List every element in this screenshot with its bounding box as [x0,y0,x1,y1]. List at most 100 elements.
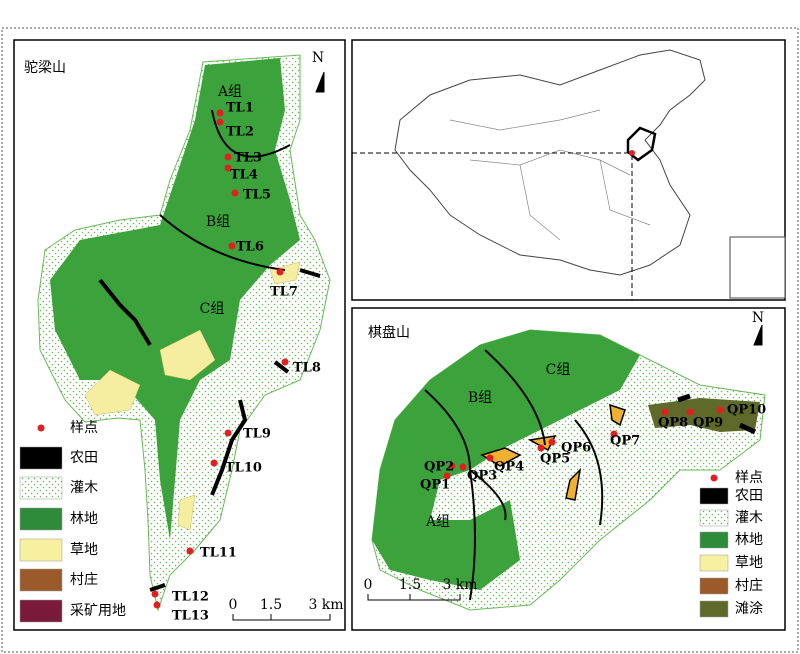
site-label: TL1 [226,101,254,116]
study-site [629,150,635,156]
legend-swatch [699,577,729,595]
site-dot [459,463,467,471]
site-dot [716,406,724,414]
legend-swatch [699,554,729,572]
forest-area [372,330,640,590]
scale-bar [367,594,461,601]
legend-swatch [19,599,63,623]
site-label: QP9 [693,416,723,431]
site-dot [661,408,669,416]
zone-boundary [424,389,507,521]
hebei-outline [626,126,657,162]
map-title: 棋盘山 [368,324,410,341]
legend-swatch [19,568,63,592]
north-label: N [312,50,324,66]
site-dot [448,462,456,470]
legend-label: 滩涂 [735,601,763,617]
site-dot [548,438,556,446]
scale-label: 3 km [308,597,343,613]
legend-label: 林地 [735,532,763,548]
scale-label: 0 [364,577,373,593]
outer-border [1,27,799,653]
site-label: TL4 [230,168,258,183]
scale-bar [232,614,331,621]
scale-label: 3 km [442,577,477,593]
legend-label: 草地 [70,542,98,558]
china-panel [351,39,786,301]
site-dot [281,358,289,366]
legend-label: 村庄 [735,577,763,594]
left-panel: 驼梁山 N A组 B组 C组 TL1 TL2 TL3 TL4 TL5 TL6 TL7 TL8 TL9 T… [13,39,346,631]
site-label: QP1 [420,478,450,493]
legend-swatch [19,538,63,562]
legend-swatch [19,507,63,531]
grass-area [84,261,301,531]
legend-swatch [699,600,729,618]
zone-boundary [211,109,291,158]
site-label: QP3 [467,469,497,484]
site-label: QP8 [658,416,688,431]
site-label: TL6 [236,240,264,255]
site-label: TL3 [234,151,262,166]
site-dot [276,268,284,276]
site-dot [210,459,218,467]
zone-boundary [469,469,476,601]
zone-boundary [574,419,604,526]
north-arrow [753,324,763,346]
legend-label: 草地 [735,555,763,571]
legend-label: 林地 [70,511,98,527]
site-dot [231,189,239,197]
site-label: TL2 [226,125,254,140]
zone-label: C组 [546,362,571,378]
legend-swatch [699,509,729,527]
site-dot [153,601,161,609]
farmland [98,268,321,592]
site-label: QP2 [424,460,454,475]
legend-label: 灌木 [735,510,763,526]
site-label: TL12 [172,590,209,605]
site-dot [610,430,618,438]
legend-label: 农田 [70,450,98,466]
site-label: QP7 [610,434,640,449]
site-dot [216,109,224,117]
site-dot [443,472,451,480]
site-label: TL10 [225,461,262,476]
legend-label: 样点 [735,470,763,486]
zone-label: A组 [425,514,450,530]
legend-swatch [699,487,729,505]
farmland [677,393,757,435]
zone-label: B组 [206,214,230,230]
north-label: N [752,310,764,326]
site-dot [186,547,194,555]
scale-label: 0 [229,597,238,613]
north-arrow [315,71,325,93]
legend-label: 农田 [735,488,763,504]
province-lines [449,109,651,241]
scale-label: 1.5 [260,597,282,613]
site-label: QP4 [494,460,524,475]
site-dot [486,454,494,462]
site-dot [151,590,159,598]
site-dot [224,153,232,161]
legend-label: 样点 [70,420,98,436]
site-label: QP5 [540,452,570,467]
legend-label: 灌木 [70,480,98,496]
site-label: TL11 [200,546,237,561]
legend-swatch [19,476,63,500]
site-label: TL5 [243,188,271,203]
legend-label: 采矿用地 [70,603,126,619]
zone-label: B组 [468,390,492,406]
china-outline [394,49,706,276]
site-label: TL13 [172,609,209,624]
site-dot [686,408,694,416]
site-dot [216,118,224,126]
legend-swatch [19,446,63,470]
site-label: TL7 [270,285,298,300]
zone-label: A组 [217,84,242,100]
legend-label: 村庄 [70,571,98,588]
